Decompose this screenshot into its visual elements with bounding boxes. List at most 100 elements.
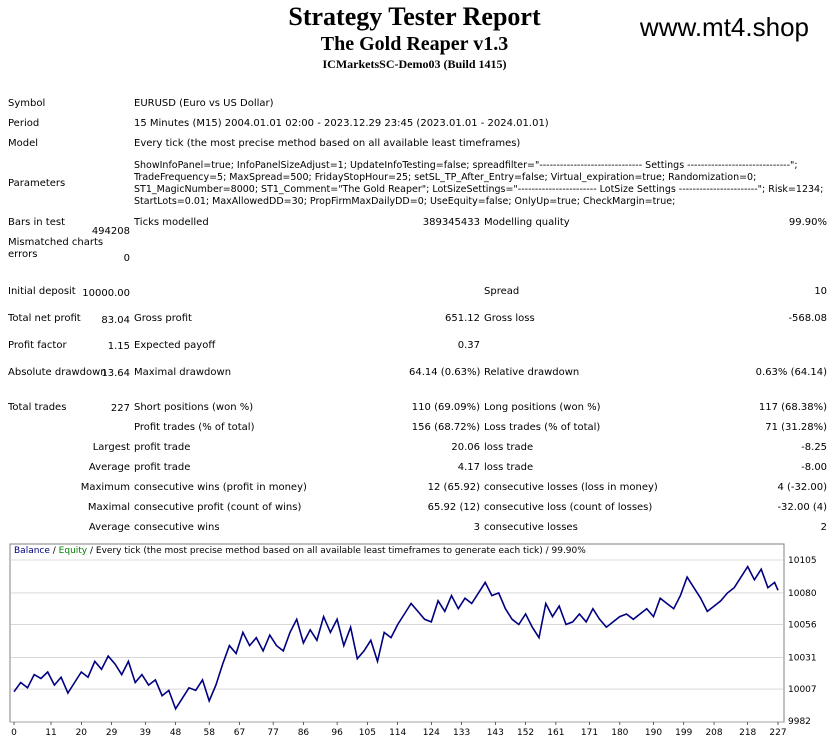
net-profit-value: 83.04 [101,315,130,326]
spread-label: Spread [484,286,520,297]
loss-trades-value: 71 (31.28%) [765,422,828,433]
legend-sep: / [50,546,59,556]
x-tick-label: 208 [705,728,722,738]
short-value: 110 (69.09%) [411,402,480,413]
total-trades-label: Total trades [8,402,67,413]
y-tick-label: 10056 [788,621,817,631]
report-title: Strategy Tester Report [288,2,541,31]
profit-factor-label: Profit factor [8,340,67,351]
long-value: 117 (68.38%) [758,402,828,413]
spread-value: 10 [814,286,828,297]
x-tick-label: 48 [170,728,182,738]
site-watermark: www.mt4.shop [639,12,809,42]
x-tick-label: 20 [76,728,88,738]
average-label: Average [88,462,130,473]
x-tick-label: 199 [675,728,692,738]
legend-description: / Every tick (the most precise method ba… [87,546,586,556]
gross-profit-value: 651.12 [445,313,480,324]
profit-trades-label: Profit trades (% of total) [134,422,255,433]
x-tick-label: 67 [234,728,245,738]
bars-value: 494208 [91,226,130,237]
x-tick-label: 218 [739,728,756,738]
payoff-label: Expected payoff [134,340,216,351]
symbol-value: EURUSD (Euro vs US Dollar) [134,97,274,109]
x-tick-label: 133 [453,728,470,738]
x-tick-label: 77 [267,728,278,738]
x-tick-label: 86 [298,728,310,738]
rel-drawdown-value: 0.63% (64.14) [755,367,828,378]
avg-wins-label: consecutive wins [134,522,220,533]
symbol-label: Symbol [8,97,46,109]
profit-trades-value: 156 (68.72%) [411,422,480,433]
quality-value: 99.90% [788,217,828,228]
abs-drawdown-label: Absolute drawdown [8,367,107,378]
x-tick-label: 171 [581,728,598,738]
gross-profit-label: Gross profit [134,313,192,324]
maximal-profit-label: consecutive profit (count of wins) [134,502,302,513]
max-wins-value: 12 (65.92) [427,482,480,493]
gross-loss-label: Gross loss [484,313,535,324]
avg-losses-value: 2 [820,522,828,533]
maximal-label: Maximal [87,502,130,513]
long-label: Long positions (won %) [484,402,601,413]
parameters-value: ShowInfoPanel=true; InfoPanelSizeAdjust=… [134,160,824,207]
y-tick-label: 10105 [788,556,817,566]
largest-label: Largest [92,442,130,453]
rel-drawdown-label: Relative drawdown [484,367,580,378]
deposit-value: 10000.00 [82,288,130,299]
x-tick-label: 180 [611,728,628,738]
deposit-label: Initial deposit [8,286,76,297]
x-tick-label: 105 [359,728,376,738]
gross-loss-value: -568.08 [788,313,828,324]
model-label: Model [8,138,39,149]
avg-loss-value: -8.00 [801,462,828,473]
mismatch-label: Mismatched charts errors [8,237,104,260]
ticks-label: Ticks modelled [134,217,209,228]
max-losses-value: 4 (-32.00) [777,482,828,493]
x-tick-label: 227 [769,728,786,738]
x-tick-label: 96 [331,728,343,738]
period-value: 15 Minutes (M15) 2004.01.01 02:00 - 2023… [134,118,549,129]
total-trades-value: 227 [110,403,130,414]
loss-trades-label: Loss trades (% of total) [484,422,601,433]
x-tick-label: 190 [645,728,662,738]
maximum-label: Maximum [80,482,130,493]
parameters-label: Parameters [8,178,66,189]
quality-label: Modelling quality [484,217,570,228]
period-label: Period [8,118,40,129]
x-tick-label: 161 [547,728,564,738]
y-tick-label: 10007 [788,685,817,695]
max-losses-label: consecutive losses (loss in money) [484,482,658,493]
payoff-value: 0.37 [457,340,480,351]
expert-name: The Gold Reaper v1.3 [320,33,509,55]
y-tick-label: 10031 [788,653,817,663]
avg-profit-value: 4.17 [457,462,480,473]
x-tick-label: 29 [106,728,118,738]
mismatch-value: 0 [123,253,130,264]
balance-chart: Balance / Equity / Every tick (the most … [9,543,817,738]
bars-label: Bars in test [8,217,65,228]
x-tick-label: 124 [423,728,440,738]
x-tick-label: 114 [389,728,406,738]
largest-loss-label: loss trade [484,442,534,453]
average2-label: Average [88,522,130,533]
x-tick-label: 143 [487,728,504,738]
net-profit-label: Total net profit [8,313,81,324]
max-drawdown-value: 64.14 (0.63%) [409,367,481,378]
model-value: Every tick (the most precise method base… [134,138,521,149]
x-tick-label: 58 [203,728,215,738]
maximal-loss-value: -32.00 (4) [777,502,828,513]
y-tick-label: 9982 [788,717,811,727]
largest-loss-value: -8.25 [801,442,828,453]
abs-drawdown-value: 13.64 [101,368,130,379]
maximal-loss-label: consecutive loss (count of losses) [484,502,653,513]
ticks-value: 389345433 [422,217,480,228]
x-tick-label: 11 [45,728,56,738]
profit-factor-value: 1.15 [107,341,130,352]
server-info: ICMarketsSC-Demo03 (Build 1415) [322,57,507,71]
x-tick-label: 0 [11,728,17,738]
x-tick-label: 152 [517,728,534,738]
max-wins-label: consecutive wins (profit in money) [134,482,307,493]
legend-equity: Equity [59,546,88,556]
y-tick-label: 10080 [788,589,817,599]
